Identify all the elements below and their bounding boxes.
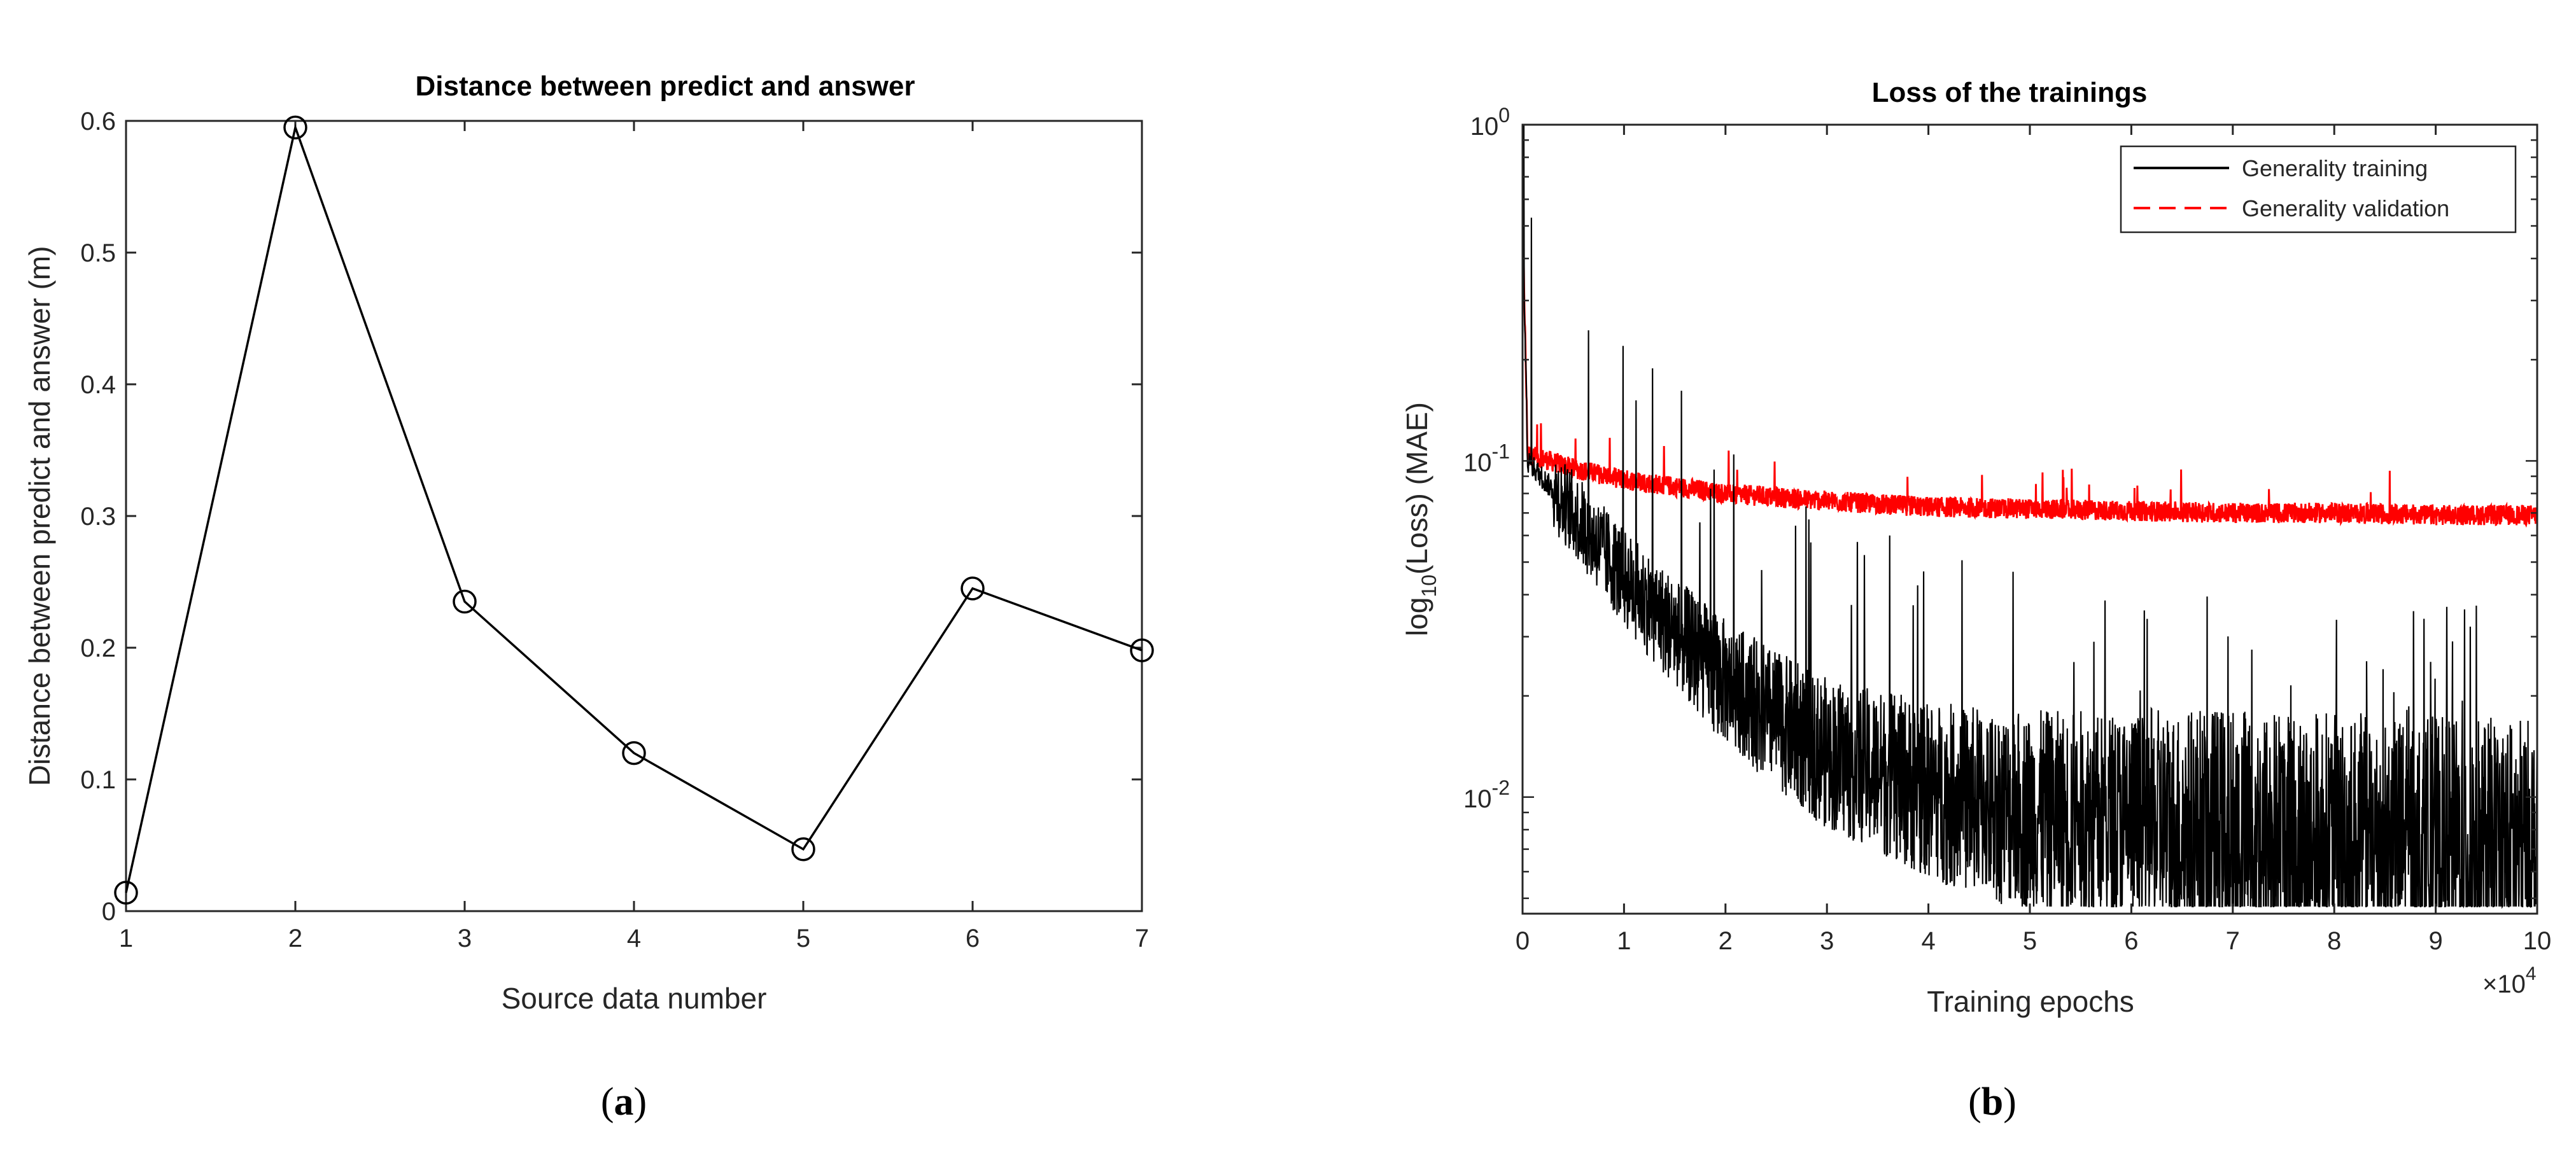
- x-tick-label: 5: [796, 924, 810, 952]
- series-validation-line: [1521, 190, 2538, 528]
- x-tick-label: 2: [288, 924, 302, 952]
- y-tick-label: 0: [102, 898, 116, 926]
- series-line: [125, 123, 1143, 893]
- x-tick-label: 8: [2327, 927, 2341, 955]
- x-exponent-base: ×10: [2482, 970, 2526, 998]
- data-point: [114, 881, 138, 905]
- y-tick-label: 0.3: [80, 503, 116, 531]
- chart-b-caption: (b): [1968, 1080, 2016, 1124]
- chart-b-caption-letter: b: [1981, 1080, 2003, 1124]
- chart-a-y-ticks: 0 0.1 0.2 0.3 0.4 0.5 0.6: [80, 108, 1142, 926]
- x-tick-label: 3: [1820, 927, 1834, 955]
- chart-a-x-label: Source data number: [502, 982, 767, 1015]
- x-tick-label: 2: [1719, 927, 1733, 955]
- x-tick-label: 1: [119, 924, 133, 952]
- chart-a-caption: (a): [601, 1080, 647, 1124]
- data-point: [1130, 638, 1154, 662]
- x-tick-label: 4: [1921, 927, 1935, 955]
- chart-b-x-label: Training epochs: [1927, 985, 2134, 1018]
- x-tick-label: 10: [2523, 927, 2552, 955]
- x-tick-label: 1: [1617, 927, 1631, 955]
- legend-label-validation: Generality validation: [2242, 195, 2449, 221]
- x-tick-label: 5: [2023, 927, 2037, 955]
- y-tick-label: 0.2: [80, 634, 116, 662]
- y-tick-label: 0.5: [80, 239, 116, 267]
- chart-a-series: [114, 115, 1154, 905]
- legend-label-training: Generality training: [2242, 155, 2428, 181]
- data-point: [791, 837, 815, 862]
- x-tick-label: 9: [2428, 927, 2442, 955]
- y-tick-exp: -2: [1492, 776, 1510, 799]
- y-tick-label: 10-2: [1463, 776, 1510, 813]
- chart-b-series: [1521, 124, 2538, 909]
- data-point: [283, 115, 307, 140]
- x-tick-label: 7: [2226, 927, 2240, 955]
- x-tick-label: 4: [627, 924, 641, 952]
- chart-b-y-label-rest: (Loss) (MAE): [1400, 402, 1433, 575]
- y-tick-label: 0.4: [80, 371, 116, 399]
- series-training-line: [1521, 124, 2538, 909]
- x-tick-label: 7: [1135, 924, 1149, 952]
- x-tick-label: 0: [1516, 927, 1530, 955]
- x-tick-label: 3: [458, 924, 472, 952]
- y-tick-base: 10: [1463, 785, 1492, 813]
- y-tick-label: 0.1: [80, 766, 116, 794]
- chart-a-plot-area: [125, 120, 1143, 912]
- y-tick-exp: 0: [1498, 104, 1510, 127]
- chart-b-y-label-base: log: [1400, 597, 1433, 636]
- chart-a-y-label: Distance between predict and answer (m): [23, 246, 56, 786]
- y-tick-label: 10-1: [1463, 440, 1510, 477]
- x-tick-label: 6: [2124, 927, 2138, 955]
- y-tick-base: 10: [1470, 113, 1499, 141]
- chart-b-legend: Generality training Generality validatio…: [2120, 145, 2517, 234]
- x-exponent-power: 4: [2526, 963, 2537, 984]
- chart-b-title: Loss of the trainings: [1872, 77, 2148, 108]
- y-tick-base: 10: [1463, 449, 1492, 477]
- data-point: [622, 741, 646, 765]
- x-tick-label: 6: [966, 924, 980, 952]
- chart-a: Distance between predict and answer 0 0.1…: [23, 71, 1154, 1124]
- chart-b-x-exponent: ×104: [2482, 963, 2537, 998]
- data-point: [453, 589, 477, 614]
- chart-b-x-ticks: 0 1 2 3 4 5 6 7 8 9 10: [1516, 125, 2551, 955]
- y-tick-exp: -1: [1492, 440, 1510, 463]
- chart-b-y-label-sub: 10: [1418, 575, 1440, 597]
- chart-a-caption-letter: a: [614, 1080, 634, 1124]
- chart-a-title: Distance between predict and answer: [416, 71, 915, 102]
- data-point: [961, 576, 985, 601]
- y-tick-label: 100: [1470, 104, 1510, 141]
- y-tick-label: 0.6: [80, 108, 116, 136]
- legend-box: [2120, 145, 2517, 234]
- chart-b-y-label: log10(Loss) (MAE): [1400, 402, 1440, 636]
